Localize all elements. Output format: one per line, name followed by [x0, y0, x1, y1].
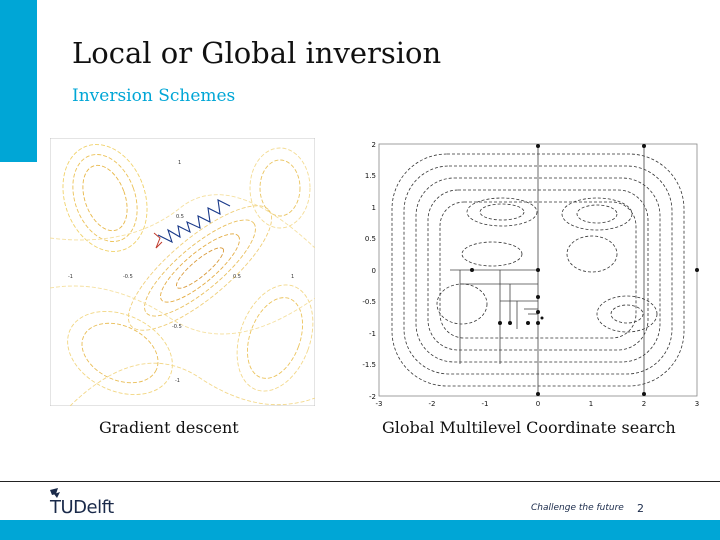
- left-plot-label: -1: [175, 378, 180, 384]
- x-tick-label: -2: [429, 400, 436, 408]
- y-tick-label: -1.5: [362, 361, 376, 369]
- descent-path: [157, 199, 231, 244]
- y-tick-label: 0.5: [365, 235, 376, 243]
- x-tick-label: 3: [695, 400, 699, 408]
- right-caption: Global Multilevel Coordinate search: [382, 418, 676, 437]
- left-plot-label: 1: [291, 274, 294, 280]
- left-plot-label: 0.5: [176, 214, 184, 220]
- page-number: 2: [637, 502, 644, 515]
- footer-divider: [0, 481, 720, 482]
- left-plot-label: -0.5: [123, 274, 133, 280]
- footer-tagline: Challenge the future: [531, 503, 624, 513]
- slide-subtitle: Inversion Schemes: [72, 86, 236, 106]
- left-plot-label: -1: [68, 274, 73, 280]
- y-tick-label: 1: [372, 204, 376, 212]
- left-caption: Gradient descent: [99, 418, 239, 437]
- logo-text: TUDelft: [50, 497, 114, 518]
- bottom-accent-bar: [0, 520, 720, 540]
- left-plot-label: -0.5: [172, 324, 182, 330]
- y-tick-label: 0: [372, 267, 376, 275]
- y-tick-label: 1.5: [365, 172, 376, 180]
- mcs-search-plot: -3 -2 -1 0 1 2 3 2 1.5 1 0.5 0 -0.5 -1 -…: [362, 141, 699, 408]
- accent-bar: [0, 0, 37, 162]
- x-tick-label: 1: [589, 400, 593, 408]
- gradient-descent-plot: 1 0.5 -1 -0.5 0.5 1 -0.5 -1: [50, 138, 315, 406]
- x-tick-label: 2: [642, 400, 646, 408]
- tudelft-logo-icon: [50, 488, 60, 498]
- left-plot-label: 0.5: [233, 274, 241, 280]
- y-tick-label: -1: [369, 330, 376, 338]
- x-tick-label: 0: [536, 400, 540, 408]
- y-tick-label: -0.5: [362, 298, 376, 306]
- x-tick-label: -1: [482, 400, 489, 408]
- x-tick-label: -3: [376, 400, 383, 408]
- y-tick-label: 2: [372, 141, 376, 149]
- left-plot-label: 1: [178, 160, 181, 166]
- slide-title: Local or Global inversion: [72, 36, 442, 70]
- y-tick-label: -2: [369, 393, 376, 401]
